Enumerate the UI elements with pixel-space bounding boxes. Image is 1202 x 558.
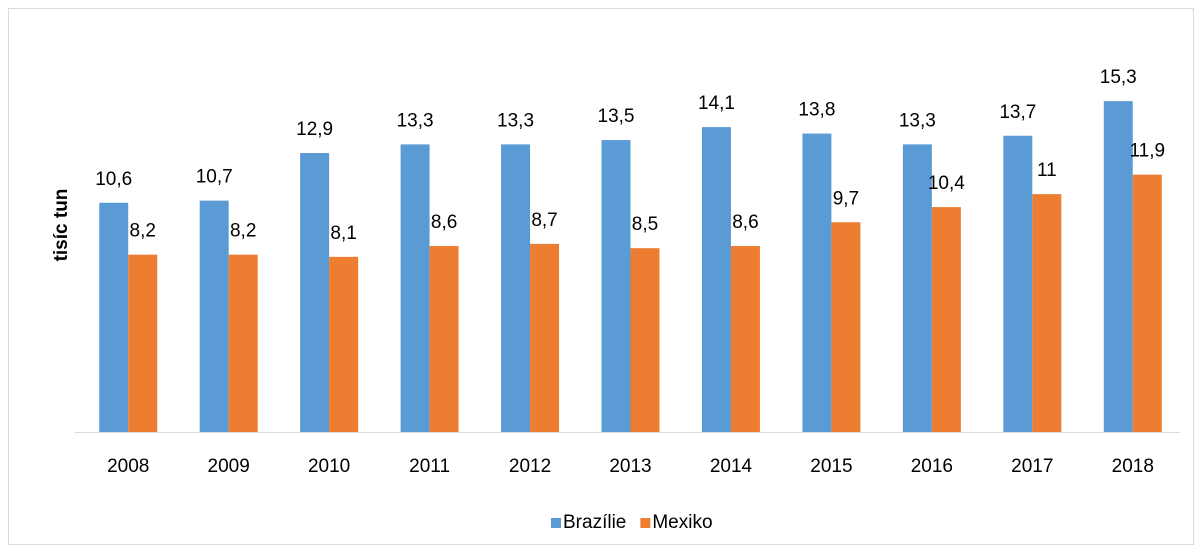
bar <box>1132 174 1162 432</box>
bar <box>1003 135 1033 433</box>
data-label: 8,6 <box>431 212 457 233</box>
bar <box>530 243 560 432</box>
data-label: 8,5 <box>632 214 658 235</box>
data-label: 10,7 <box>196 167 233 188</box>
bar <box>128 254 158 432</box>
bar <box>931 207 961 432</box>
x-tick-label: 2012 <box>509 456 551 477</box>
bar <box>630 248 660 432</box>
data-label: 8,6 <box>732 212 758 233</box>
x-tick-label: 2018 <box>1112 456 1154 477</box>
x-tick-label: 2017 <box>1011 456 1053 477</box>
x-tick-label: 2011 <box>409 456 450 477</box>
bar <box>400 144 430 432</box>
x-tick-label: 2009 <box>208 456 250 477</box>
bar <box>429 246 459 432</box>
x-tick-label: 2013 <box>609 456 651 477</box>
legend-swatch <box>551 518 561 528</box>
data-label: 14,1 <box>698 93 735 114</box>
legend-label: Brazílie <box>563 512 626 533</box>
bar <box>902 144 932 432</box>
data-label: 11 <box>1037 160 1057 181</box>
data-label: 9,7 <box>833 188 859 209</box>
data-label: 10,6 <box>95 169 132 190</box>
data-label: 13,5 <box>598 106 635 127</box>
x-tick-label: 2016 <box>911 456 953 477</box>
bar <box>99 202 129 432</box>
bar <box>1032 194 1062 432</box>
data-label: 11,9 <box>1129 141 1165 162</box>
data-label: 13,7 <box>999 102 1036 123</box>
data-label: 13,3 <box>397 110 434 131</box>
bar <box>601 140 631 432</box>
data-label: 10,4 <box>928 173 965 194</box>
data-label: 8,2 <box>130 221 156 242</box>
x-tick-label: 2010 <box>308 456 350 477</box>
legend-swatch <box>640 518 651 528</box>
x-tick-label: 2008 <box>107 456 149 477</box>
data-label: 8,2 <box>230 221 256 242</box>
data-label: 15,3 <box>1100 67 1137 88</box>
bar <box>1103 101 1133 432</box>
bar <box>329 256 359 432</box>
data-label: 13,3 <box>899 110 936 131</box>
x-tick-label: 2015 <box>810 456 852 477</box>
data-label: 13,8 <box>798 100 835 121</box>
legend-label: Mexiko <box>652 512 712 533</box>
x-tick-label: 2014 <box>710 456 753 477</box>
bar <box>199 200 229 432</box>
bar <box>802 133 832 432</box>
y-axis-label: tisíc tun <box>51 189 72 262</box>
data-label: 8,1 <box>330 223 356 244</box>
bar <box>300 153 330 432</box>
data-label: 12,9 <box>296 119 333 140</box>
bar <box>701 127 731 433</box>
bar <box>501 144 531 432</box>
data-label: 8,7 <box>531 210 557 231</box>
bar <box>730 246 760 432</box>
data-label: 13,3 <box>497 110 534 131</box>
bar <box>228 254 258 432</box>
bar <box>831 222 861 432</box>
